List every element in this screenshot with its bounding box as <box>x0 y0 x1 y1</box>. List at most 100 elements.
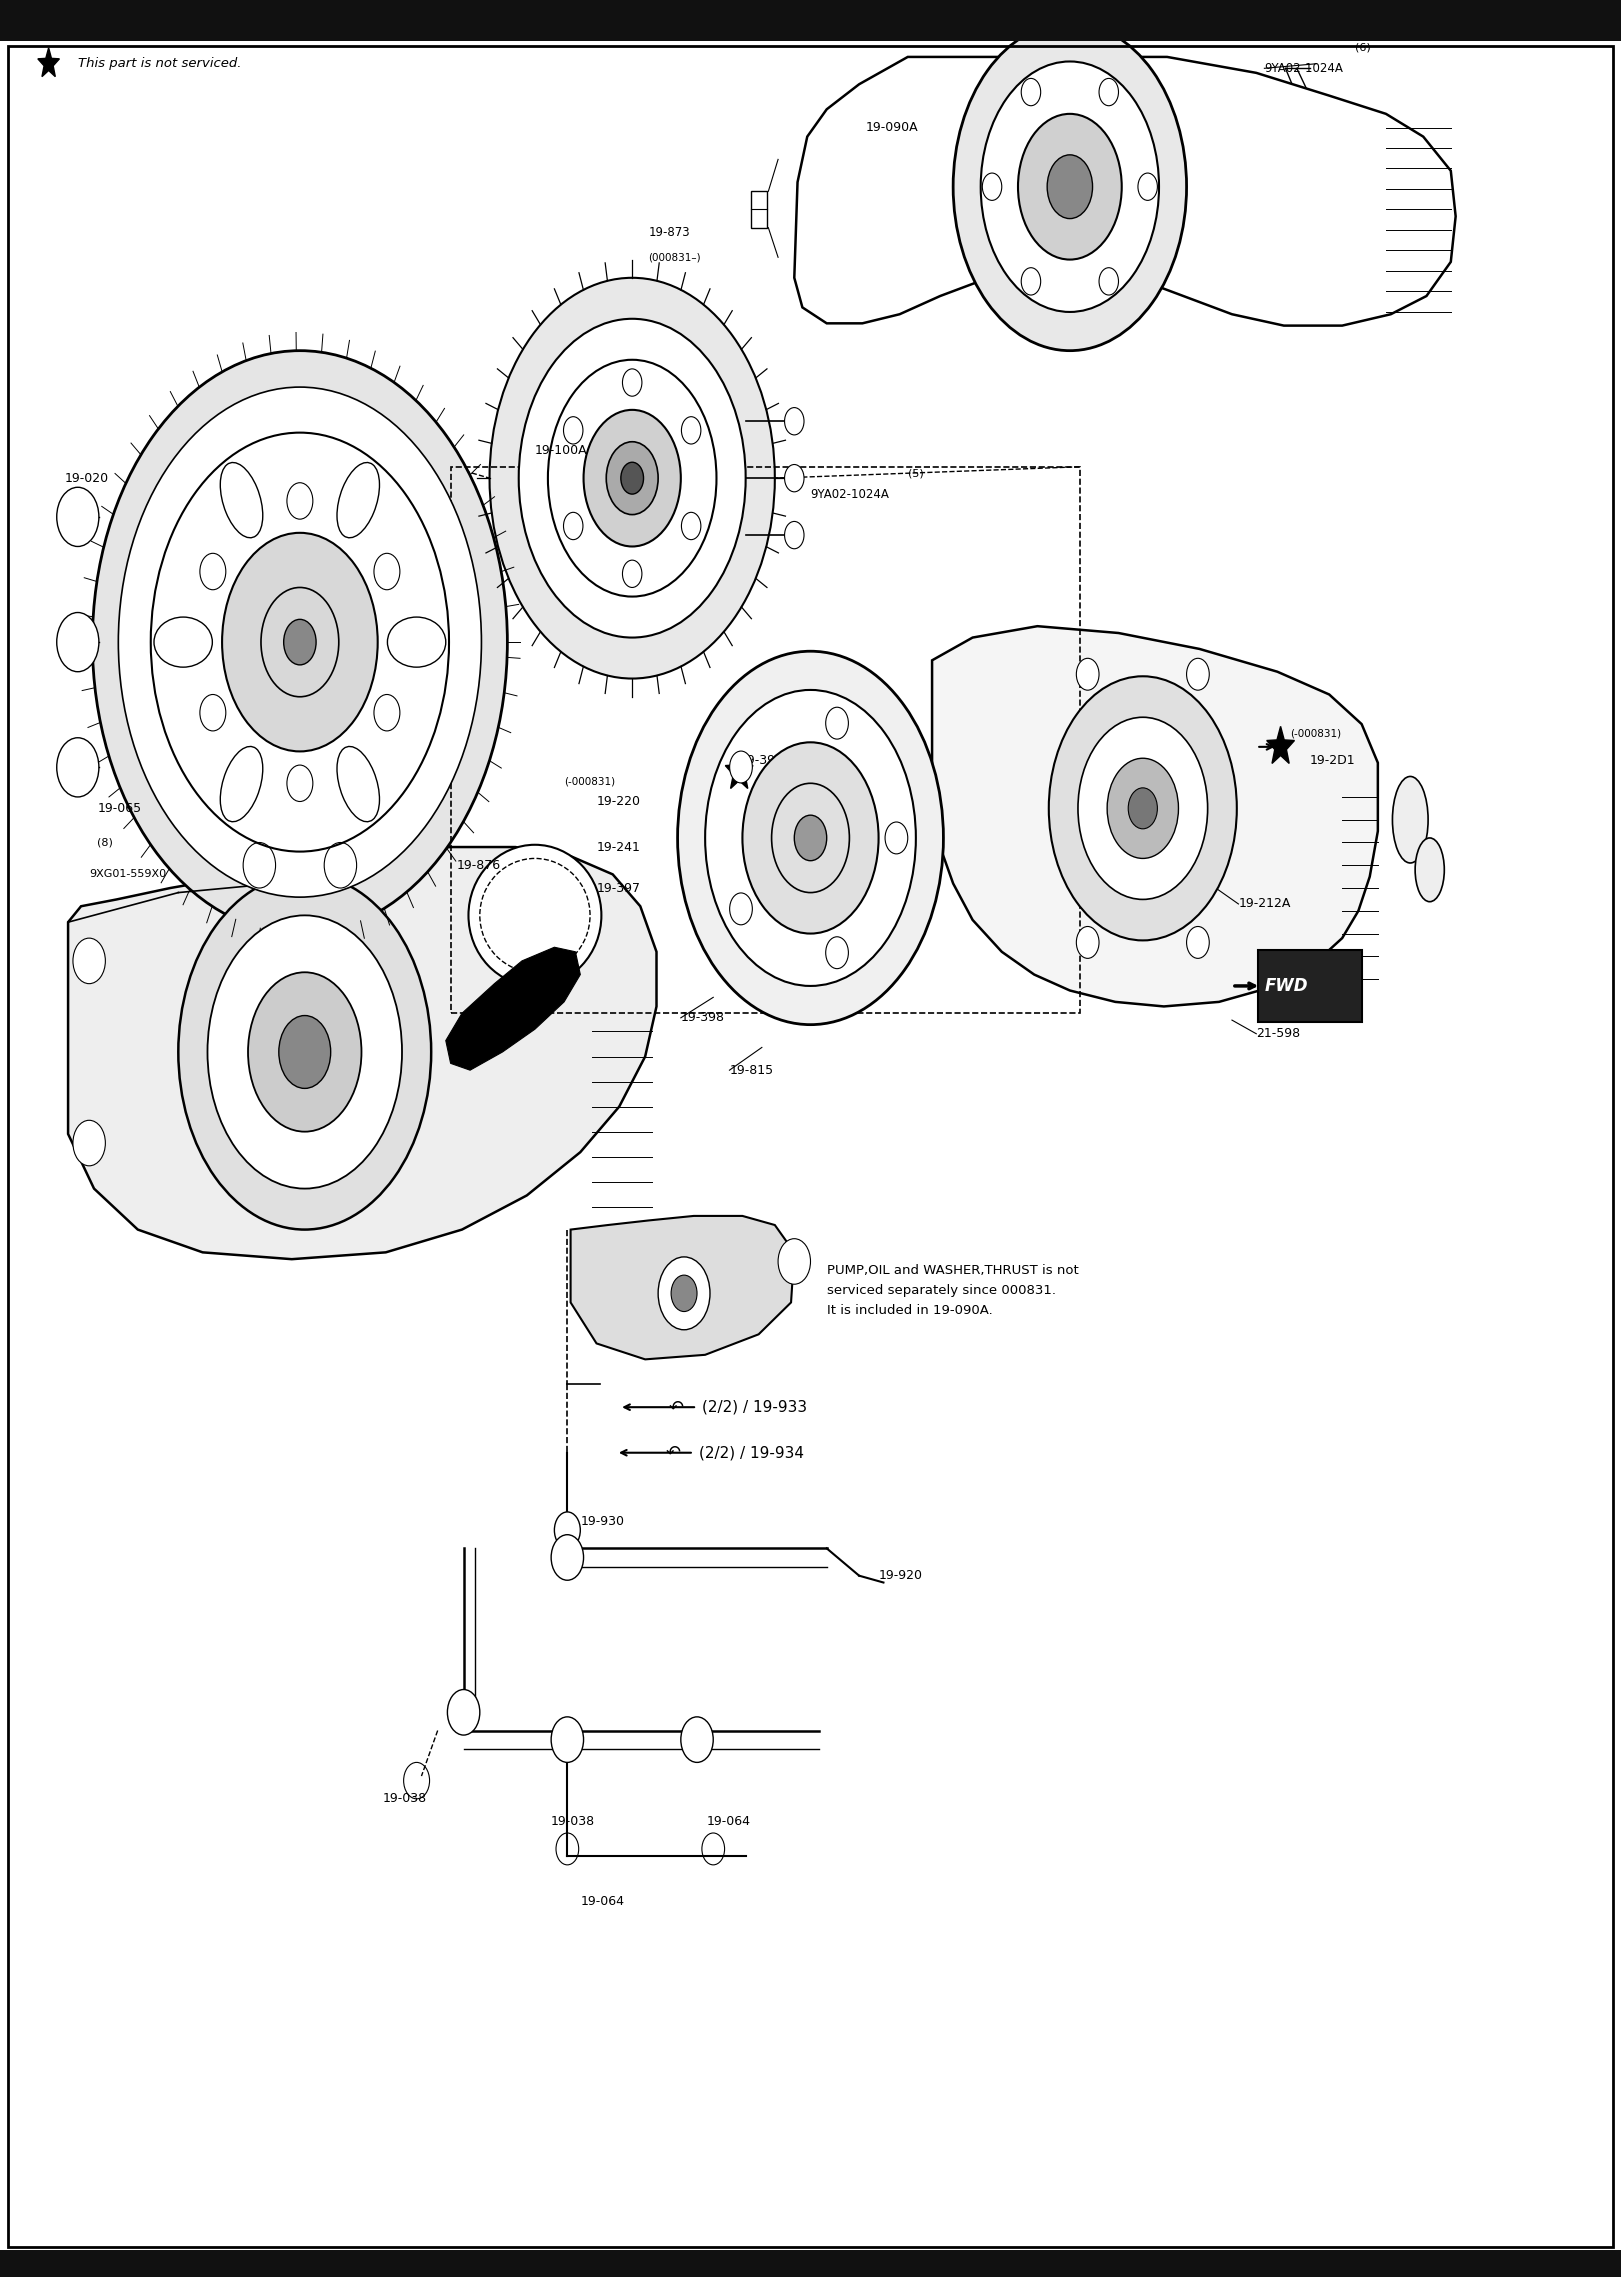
Circle shape <box>1021 269 1041 296</box>
Circle shape <box>658 1257 710 1330</box>
Circle shape <box>742 742 879 934</box>
Polygon shape <box>446 947 580 1070</box>
Circle shape <box>199 553 225 590</box>
Circle shape <box>564 512 584 540</box>
Text: 19-2D1: 19-2D1 <box>1310 754 1355 767</box>
Circle shape <box>490 278 775 679</box>
Text: ↶: ↶ <box>669 1398 684 1416</box>
Circle shape <box>1049 676 1237 940</box>
Text: 19-212A: 19-212A <box>1238 897 1290 911</box>
Text: (-000831): (-000831) <box>564 776 616 786</box>
Text: ↶: ↶ <box>666 1444 681 1462</box>
Circle shape <box>729 751 752 783</box>
Circle shape <box>825 936 848 968</box>
Polygon shape <box>1266 726 1295 763</box>
Text: (000831–): (000831–) <box>648 253 700 262</box>
Circle shape <box>1018 114 1122 260</box>
Text: 19-873: 19-873 <box>648 225 691 239</box>
Circle shape <box>981 61 1159 312</box>
Circle shape <box>73 938 105 984</box>
Text: 19-930: 19-930 <box>580 1514 624 1528</box>
Circle shape <box>1099 269 1118 296</box>
Ellipse shape <box>1392 776 1428 863</box>
Circle shape <box>681 1717 713 1762</box>
Ellipse shape <box>468 845 601 986</box>
Circle shape <box>279 1016 331 1088</box>
Text: (-000831): (-000831) <box>1290 729 1342 738</box>
Circle shape <box>794 815 827 861</box>
Text: PUMP,OIL and WASHER,THRUST is not
serviced separately since 000831.
It is includ: PUMP,OIL and WASHER,THRUST is not servic… <box>827 1264 1078 1316</box>
Circle shape <box>681 512 700 540</box>
Circle shape <box>287 483 313 519</box>
Text: (2/2) / 19-934: (2/2) / 19-934 <box>699 1446 804 1460</box>
Circle shape <box>374 553 400 590</box>
Circle shape <box>222 533 378 751</box>
Circle shape <box>621 462 644 494</box>
Text: 19-241: 19-241 <box>597 840 640 854</box>
Circle shape <box>178 874 431 1230</box>
Circle shape <box>671 1275 697 1312</box>
Bar <box>0 0 1621 41</box>
Text: FWD: FWD <box>1264 977 1308 995</box>
Circle shape <box>73 1120 105 1166</box>
Circle shape <box>1021 77 1041 105</box>
Circle shape <box>678 651 943 1025</box>
Text: 19-397: 19-397 <box>597 881 640 895</box>
Circle shape <box>1187 927 1209 959</box>
Circle shape <box>1187 658 1209 690</box>
Text: 19-020: 19-020 <box>65 471 109 485</box>
Circle shape <box>982 173 1002 200</box>
Circle shape <box>57 613 99 672</box>
Text: 19-398: 19-398 <box>681 1011 725 1025</box>
Circle shape <box>57 487 99 546</box>
Circle shape <box>785 465 804 492</box>
Circle shape <box>681 417 700 444</box>
Text: (2/2) / 19-933: (2/2) / 19-933 <box>702 1400 807 1414</box>
Text: (8): (8) <box>97 838 113 847</box>
Bar <box>751 191 767 228</box>
Text: 19-398: 19-398 <box>739 754 783 767</box>
Polygon shape <box>68 847 657 1259</box>
Circle shape <box>1047 155 1093 219</box>
Circle shape <box>519 319 746 638</box>
Circle shape <box>606 442 658 515</box>
FancyBboxPatch shape <box>1258 950 1362 1022</box>
Ellipse shape <box>1415 838 1444 902</box>
Circle shape <box>785 521 804 549</box>
Circle shape <box>207 915 402 1189</box>
Text: 19-064: 19-064 <box>580 1894 624 1908</box>
Circle shape <box>1099 77 1118 105</box>
Circle shape <box>324 842 357 888</box>
Circle shape <box>284 619 316 665</box>
Text: 9YA02-1024A: 9YA02-1024A <box>810 487 890 501</box>
Bar <box>0 2250 1621 2277</box>
Polygon shape <box>932 626 1378 1006</box>
Circle shape <box>1107 758 1178 858</box>
Circle shape <box>1138 173 1157 200</box>
Text: 19-064: 19-064 <box>707 1815 751 1828</box>
Text: 19-220: 19-220 <box>597 795 640 808</box>
Circle shape <box>92 351 507 934</box>
Circle shape <box>551 1717 584 1762</box>
Circle shape <box>1076 658 1099 690</box>
Circle shape <box>57 738 99 797</box>
Circle shape <box>447 1690 480 1735</box>
Text: 19-038: 19-038 <box>383 1792 426 1806</box>
Polygon shape <box>794 57 1456 326</box>
Text: This part is not serviced.: This part is not serviced. <box>78 57 242 71</box>
Text: 21-598: 21-598 <box>1256 1027 1300 1041</box>
Circle shape <box>554 1512 580 1548</box>
Circle shape <box>953 23 1187 351</box>
Polygon shape <box>725 751 754 788</box>
Circle shape <box>584 410 681 546</box>
Circle shape <box>1078 717 1208 899</box>
Circle shape <box>199 694 225 731</box>
Text: 19-038: 19-038 <box>551 1815 595 1828</box>
Text: (5): (5) <box>908 469 924 478</box>
Bar <box>451 467 1080 1013</box>
Circle shape <box>729 893 752 924</box>
Text: 19-100A: 19-100A <box>535 444 587 458</box>
Text: 19-876: 19-876 <box>457 858 501 872</box>
Circle shape <box>705 690 916 986</box>
Polygon shape <box>37 48 60 77</box>
